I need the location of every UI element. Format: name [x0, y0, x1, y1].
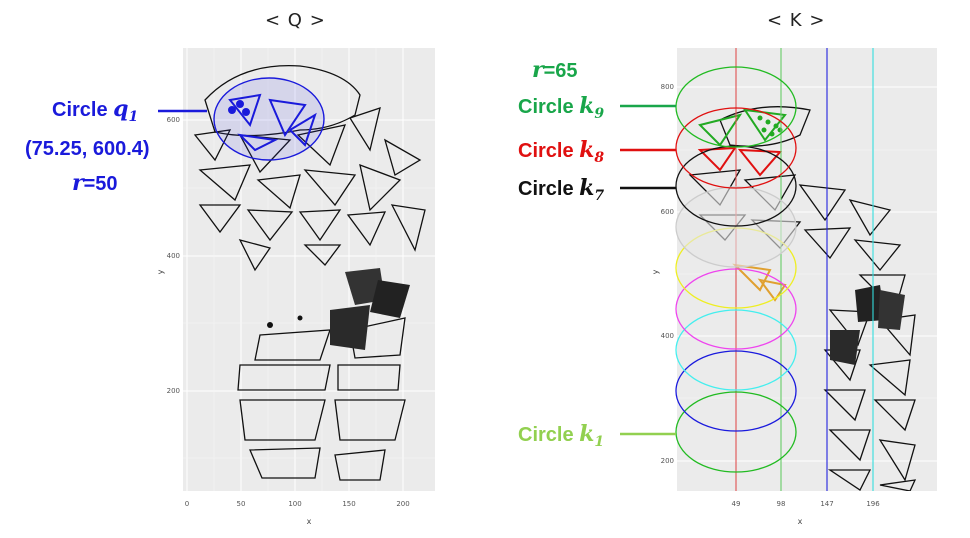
y-tick-label: 400	[661, 332, 674, 340]
x-axis-label-k: x	[798, 517, 803, 526]
shoeprint-dark-patches-q	[267, 268, 410, 350]
radius-value-k: =65	[543, 60, 578, 82]
annotation-radius-k: r=65	[532, 57, 578, 83]
circle-k7	[675, 145, 797, 227]
circle-k1-label: Circle	[518, 424, 580, 446]
circle-k3	[675, 309, 797, 391]
circle-k8	[675, 107, 797, 189]
annotation-circle-k7: Circle k7	[518, 175, 604, 204]
radius-var: r	[72, 170, 84, 196]
y-tick-label: 600	[167, 116, 180, 124]
circle-k8-var: k	[579, 137, 595, 163]
plot-background-q	[183, 48, 435, 491]
circle-k1-sub: 1	[594, 434, 605, 450]
circle-k4	[675, 268, 797, 350]
green-dots-k	[757, 115, 783, 137]
annotation-circle-k9: Circle k9	[518, 93, 604, 122]
axis-ticks-k: 49 98 147 196 800 600 400 200 x y	[651, 83, 880, 526]
circle-k7-var: k	[579, 175, 595, 201]
panel-title-q: < Q >	[265, 10, 326, 31]
circle-k9-label: Circle	[518, 96, 580, 118]
panel-title-k: < K >	[767, 10, 826, 31]
annotation-circle-q1: Circle q1	[52, 96, 138, 125]
y-axis-label-k: y	[651, 269, 660, 274]
circles-k	[675, 66, 797, 473]
x-tick-label: 49	[732, 500, 741, 508]
circle-q1-sub: 1	[128, 109, 139, 125]
x-tick-label: 50	[237, 500, 246, 508]
circle-k6	[675, 186, 797, 268]
circle-k7-label: Circle	[518, 178, 580, 200]
plot-panel-k: 49 98 147 196 800 600 400 200 x y	[620, 48, 937, 526]
y-tick-label: 200	[661, 457, 674, 465]
y-tick-label: 200	[167, 387, 180, 395]
y-tick-label: 400	[167, 252, 180, 260]
gridlines-q	[183, 48, 435, 491]
x-tick-label: 196	[866, 500, 880, 508]
circle-q1-var: q	[113, 96, 129, 122]
plot-panel-q: 0 50 100 150 200 600 400 200 x y	[156, 48, 435, 526]
circle-k2	[675, 350, 797, 432]
circle-k8-sub: 8	[594, 150, 605, 166]
radius-value: =50	[83, 173, 118, 195]
annotation-center-q1: (75.25, 600.4)	[25, 138, 150, 160]
y-tick-label: 600	[661, 208, 674, 216]
circle-k1	[675, 391, 797, 473]
circle-q1-contents	[228, 93, 317, 152]
x-tick-label: 0	[185, 500, 189, 508]
circle-k1-var: k	[579, 421, 595, 447]
shoeprint-dark-patches-k	[830, 285, 905, 365]
pointer-lines-k	[620, 104, 676, 436]
circle-q1-label: Circle	[52, 99, 114, 121]
y-tick-label: 800	[661, 83, 674, 91]
circle-k9-sub: 9	[594, 106, 605, 122]
x-tick-label: 200	[396, 500, 409, 508]
annotation-circle-k8: Circle k8	[518, 137, 604, 166]
circle-k9-var: k	[579, 93, 595, 119]
x-tick-label: 100	[288, 500, 301, 508]
x-tick-label: 150	[342, 500, 355, 508]
x-axis-label-q: x	[307, 517, 312, 526]
x-tick-label: 98	[777, 500, 786, 508]
plot-background-k	[677, 48, 937, 491]
y-axis-label-q: y	[156, 269, 165, 274]
radius-var-k: r	[532, 57, 544, 83]
annotation-circle-k1: Circle k1	[518, 421, 604, 450]
annotation-radius-q1: r=50	[72, 170, 118, 196]
x-tick-label: 147	[820, 500, 833, 508]
axis-ticks-q: 0 50 100 150 200 600 400 200 x y	[156, 116, 410, 526]
circle-k8-label: Circle	[518, 140, 580, 162]
circle-k7-sub: 7	[594, 188, 605, 204]
